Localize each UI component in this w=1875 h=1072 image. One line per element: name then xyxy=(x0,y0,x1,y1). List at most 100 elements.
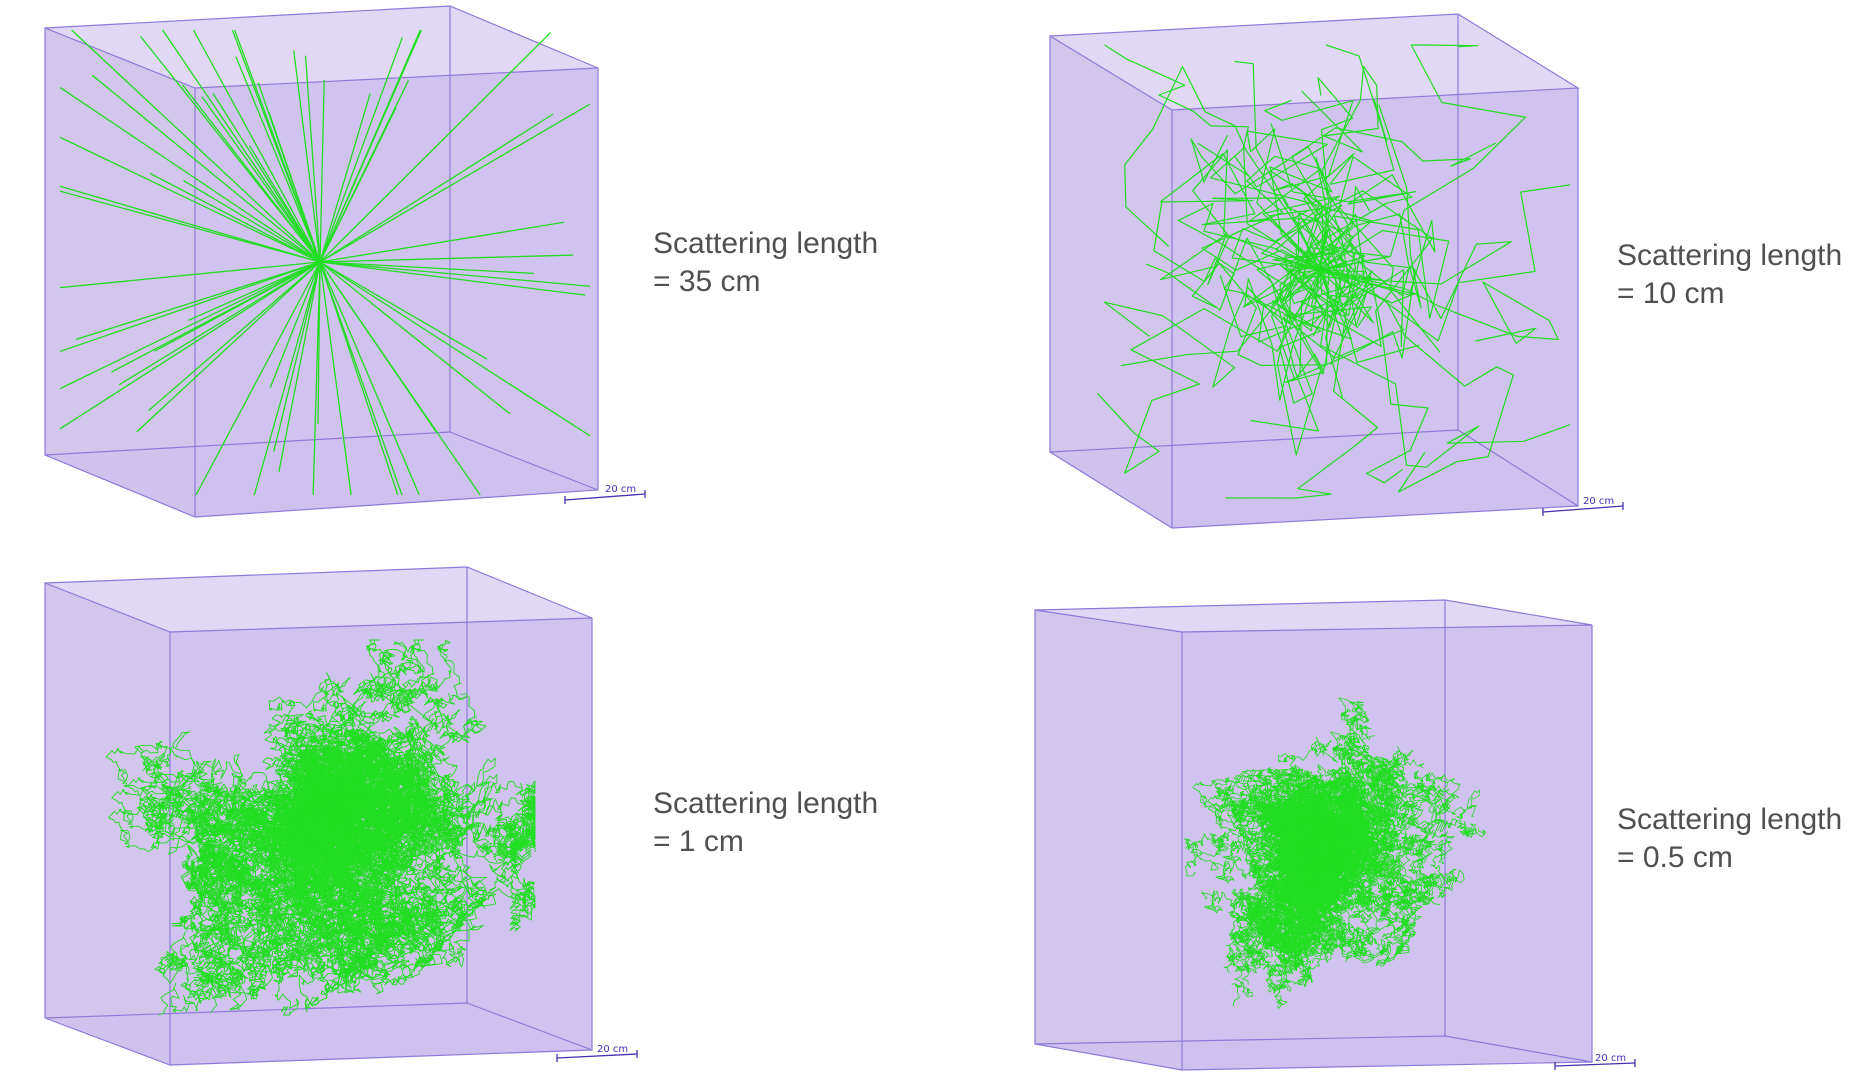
caption-line2: = 1 cm xyxy=(653,825,744,858)
photon-ray xyxy=(319,261,511,415)
panel-10cm: 20 cm xyxy=(1049,13,1624,529)
box-bottom-face xyxy=(45,1003,592,1065)
photon-path xyxy=(1264,99,1354,271)
photon-ray xyxy=(136,261,321,433)
photon-ray xyxy=(59,185,321,263)
photon-ray xyxy=(319,79,410,263)
photon-path xyxy=(1271,269,1405,404)
scale-bar-label: 20 cm xyxy=(1583,496,1614,507)
photon-ray xyxy=(319,261,437,433)
photon-path xyxy=(158,769,345,976)
photon-path xyxy=(1319,104,1422,309)
photon-ray xyxy=(154,261,321,352)
photon-path xyxy=(1319,269,1559,344)
photon-ray xyxy=(59,136,321,263)
photon-path xyxy=(1096,269,1321,474)
photon-ray xyxy=(319,261,352,496)
photon-path xyxy=(1160,149,1321,286)
photon-ray xyxy=(162,29,321,263)
photon-path xyxy=(1314,819,1445,924)
caption-1cm: Scattering length = 1 cm xyxy=(653,785,878,861)
photon-tracks xyxy=(59,29,591,496)
photon-tracks xyxy=(1096,44,1571,499)
photon-ray xyxy=(319,103,591,263)
photon-ray xyxy=(91,74,321,263)
photon-path xyxy=(1319,215,1450,365)
photon-ray xyxy=(319,221,565,263)
photon-path xyxy=(1250,255,1415,432)
photon-path xyxy=(1270,123,1436,296)
photon-ray xyxy=(319,79,325,263)
photon-ray xyxy=(304,55,321,263)
photon-ray xyxy=(59,261,321,353)
photon-ray xyxy=(319,254,574,263)
photon-path xyxy=(275,729,451,920)
photon-ray xyxy=(75,261,321,341)
photon-path xyxy=(1274,697,1375,831)
photon-path xyxy=(1259,829,1362,911)
panel-0-5cm: 20 cm xyxy=(1034,599,1636,1071)
photon-ray xyxy=(319,93,371,263)
photon-ray xyxy=(319,261,591,287)
photon-ray xyxy=(319,29,422,263)
photon-ray xyxy=(273,261,321,452)
photon-ray xyxy=(59,190,321,263)
box-edges xyxy=(1049,13,1580,529)
photon-ray xyxy=(293,50,321,263)
box-bottom-face xyxy=(1050,430,1578,528)
box-bottom-face xyxy=(45,432,598,517)
photon-path xyxy=(1270,170,1512,320)
photon-path xyxy=(1270,268,1416,383)
caption-line1: Scattering length xyxy=(653,787,879,820)
photon-path xyxy=(127,760,368,880)
photon-tracks xyxy=(1184,697,1486,1009)
panel-1cm: 20 cm xyxy=(44,566,638,1066)
photon-path xyxy=(1209,147,1373,308)
caption-35cm: Scattering length = 35 cm xyxy=(653,225,878,301)
box-left-face xyxy=(1035,610,1182,1070)
photon-path xyxy=(318,704,487,898)
photon-path xyxy=(1177,202,1366,304)
photon-ray xyxy=(234,29,321,263)
photon-path xyxy=(1103,261,1321,388)
photon-ray xyxy=(278,261,321,472)
box-left-face xyxy=(45,28,195,517)
photon-ray xyxy=(253,261,321,496)
photon-path xyxy=(269,793,453,993)
caption-10cm: Scattering length = 10 cm xyxy=(1617,237,1842,313)
photon-tracks xyxy=(105,639,536,1016)
photon-ray xyxy=(149,172,321,263)
photon-path xyxy=(1124,65,1321,271)
photon-path xyxy=(1192,770,1321,851)
caption-line1: Scattering length xyxy=(1617,803,1843,836)
photon-ray xyxy=(201,96,321,263)
box-edges xyxy=(1034,599,1593,1071)
photon-path xyxy=(1290,217,1374,324)
photon-path xyxy=(1291,127,1496,271)
scale-bar-label: 20 cm xyxy=(597,1044,628,1055)
box-back-face xyxy=(1035,600,1592,632)
photon-path xyxy=(1303,44,1395,271)
photon-ray xyxy=(319,37,403,263)
photon-ray xyxy=(319,113,554,263)
caption-line2: = 10 cm xyxy=(1617,277,1725,310)
photon-ray xyxy=(319,261,534,275)
photon-ray xyxy=(319,261,403,496)
scale-bar xyxy=(564,490,646,504)
photon-path xyxy=(324,723,536,811)
photon-ray xyxy=(71,29,321,263)
photon-path xyxy=(271,706,439,856)
photon-ray xyxy=(319,31,552,263)
photon-path xyxy=(1314,756,1461,845)
photon-path xyxy=(1297,212,1366,398)
caption-line1: Scattering length xyxy=(1617,239,1843,272)
photon-ray xyxy=(140,35,321,263)
photon-ray xyxy=(319,261,399,496)
photon-ray xyxy=(319,261,591,437)
photon-ray xyxy=(59,261,321,430)
photon-ray xyxy=(118,261,321,386)
photon-path xyxy=(1319,269,1571,468)
photon-path xyxy=(1284,242,1360,320)
photon-path xyxy=(279,800,464,979)
photon-path xyxy=(1153,202,1329,366)
